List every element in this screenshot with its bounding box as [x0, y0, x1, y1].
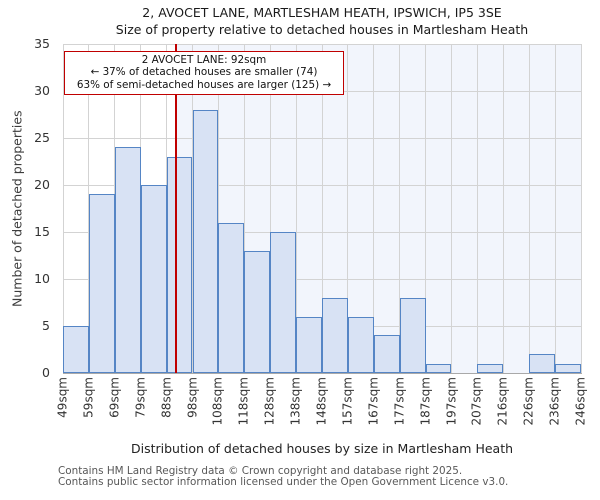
annotation-smaller-share: ← 37% of detached houses are smaller (74…: [90, 66, 318, 79]
histogram-bar: [63, 326, 89, 373]
histogram-bar: [322, 297, 348, 373]
gridline-vertical: [295, 44, 297, 373]
histogram-bar: [166, 156, 193, 373]
x-tick-label: 88sqm: [159, 377, 174, 418]
x-tick-label: 167sqm: [366, 377, 381, 426]
x-tick-label: 98sqm: [185, 377, 199, 418]
gridline-vertical: [425, 44, 427, 373]
histogram-bar: [296, 316, 322, 373]
gridline-vertical: [321, 44, 323, 373]
y-tick-label: 5: [42, 318, 50, 333]
annotation-property-size: 2 AVOCET LANE: 92sqm: [141, 54, 267, 66]
gridline-vertical: [451, 44, 452, 373]
histogram-bar: [477, 363, 504, 373]
x-tick-label: 216sqm: [495, 377, 510, 426]
y-tick-label: 35: [34, 36, 50, 51]
gridline-vertical: [399, 44, 401, 373]
gridline-vertical: [554, 44, 556, 373]
histogram-bar: [244, 250, 271, 373]
gridline-vertical: [347, 44, 349, 373]
property-annotation-box: 2 AVOCET LANE: 92sqm ← 37% of detached h…: [64, 51, 344, 96]
x-tick-label: 226sqm: [521, 377, 536, 426]
histogram-bar: [88, 194, 115, 373]
gridline-vertical: [476, 44, 478, 373]
histogram-bar: [425, 363, 452, 373]
x-tick-label: 118sqm: [236, 377, 251, 426]
x-tick-label: 108sqm: [210, 377, 225, 426]
y-tick-label: 30: [34, 83, 50, 98]
x-tick-label: 59sqm: [81, 377, 96, 418]
x-tick-label: 197sqm: [444, 377, 458, 426]
gridline-vertical: [373, 44, 375, 373]
property-size-marker-line: [175, 44, 177, 373]
x-tick-label: 177sqm: [392, 377, 407, 426]
x-tick-label: 207sqm: [469, 377, 484, 426]
y-tick-label: 10: [34, 271, 50, 286]
y-tick-label: 0: [42, 365, 50, 380]
x-tick-label: 157sqm: [340, 377, 355, 426]
x-tick-label: 79sqm: [133, 377, 148, 418]
x-axis-line: [63, 372, 582, 374]
gridline-vertical: [580, 44, 582, 373]
x-tick-label: 128sqm: [262, 377, 277, 426]
histogram-bar: [555, 363, 581, 373]
gridline-vertical: [502, 44, 504, 373]
gridline-vertical: [269, 44, 271, 373]
x-tick-label: 138sqm: [288, 377, 303, 426]
plot-area: [62, 43, 582, 373]
x-tick-label: 246sqm: [573, 377, 588, 426]
y-tick-label: 20: [34, 177, 50, 192]
x-tick-label: 148sqm: [314, 377, 329, 426]
annotation-larger-share: 63% of semi-detached houses are larger (…: [76, 78, 332, 91]
x-tick-label: 187sqm: [418, 377, 433, 426]
histogram-bar: [399, 297, 426, 373]
x-axis-title: Distribution of detached houses by size …: [130, 441, 514, 456]
x-tick-label: 69sqm: [107, 377, 122, 418]
x-tick-label: 49sqm: [55, 377, 70, 418]
histogram-bar: [114, 147, 141, 373]
gridline-vertical: [62, 44, 64, 373]
chart-title: 2, AVOCET LANE, MARTLESHAM HEATH, IPSWIC…: [142, 5, 502, 20]
footer-copyright: Contains HM Land Registry data © Crown c…: [58, 465, 463, 477]
histogram-bar: [347, 316, 374, 373]
y-tick-label: 25: [34, 130, 50, 145]
x-tick-label: 236sqm: [547, 377, 562, 426]
histogram-bar: [140, 185, 167, 373]
footer-licence: Contains public sector information licen…: [58, 476, 509, 488]
histogram-bar: [192, 109, 219, 373]
gridline-vertical: [217, 44, 219, 373]
gridline-vertical: [243, 44, 245, 373]
histogram-bar: [373, 335, 400, 373]
y-tick-label: 15: [34, 224, 50, 239]
gridline-vertical: [528, 44, 530, 373]
chart-subtitle: Size of property relative to detached ho…: [115, 22, 529, 37]
histogram-bar: [270, 232, 297, 373]
histogram-bar: [529, 354, 556, 373]
histogram-bar: [218, 222, 245, 373]
